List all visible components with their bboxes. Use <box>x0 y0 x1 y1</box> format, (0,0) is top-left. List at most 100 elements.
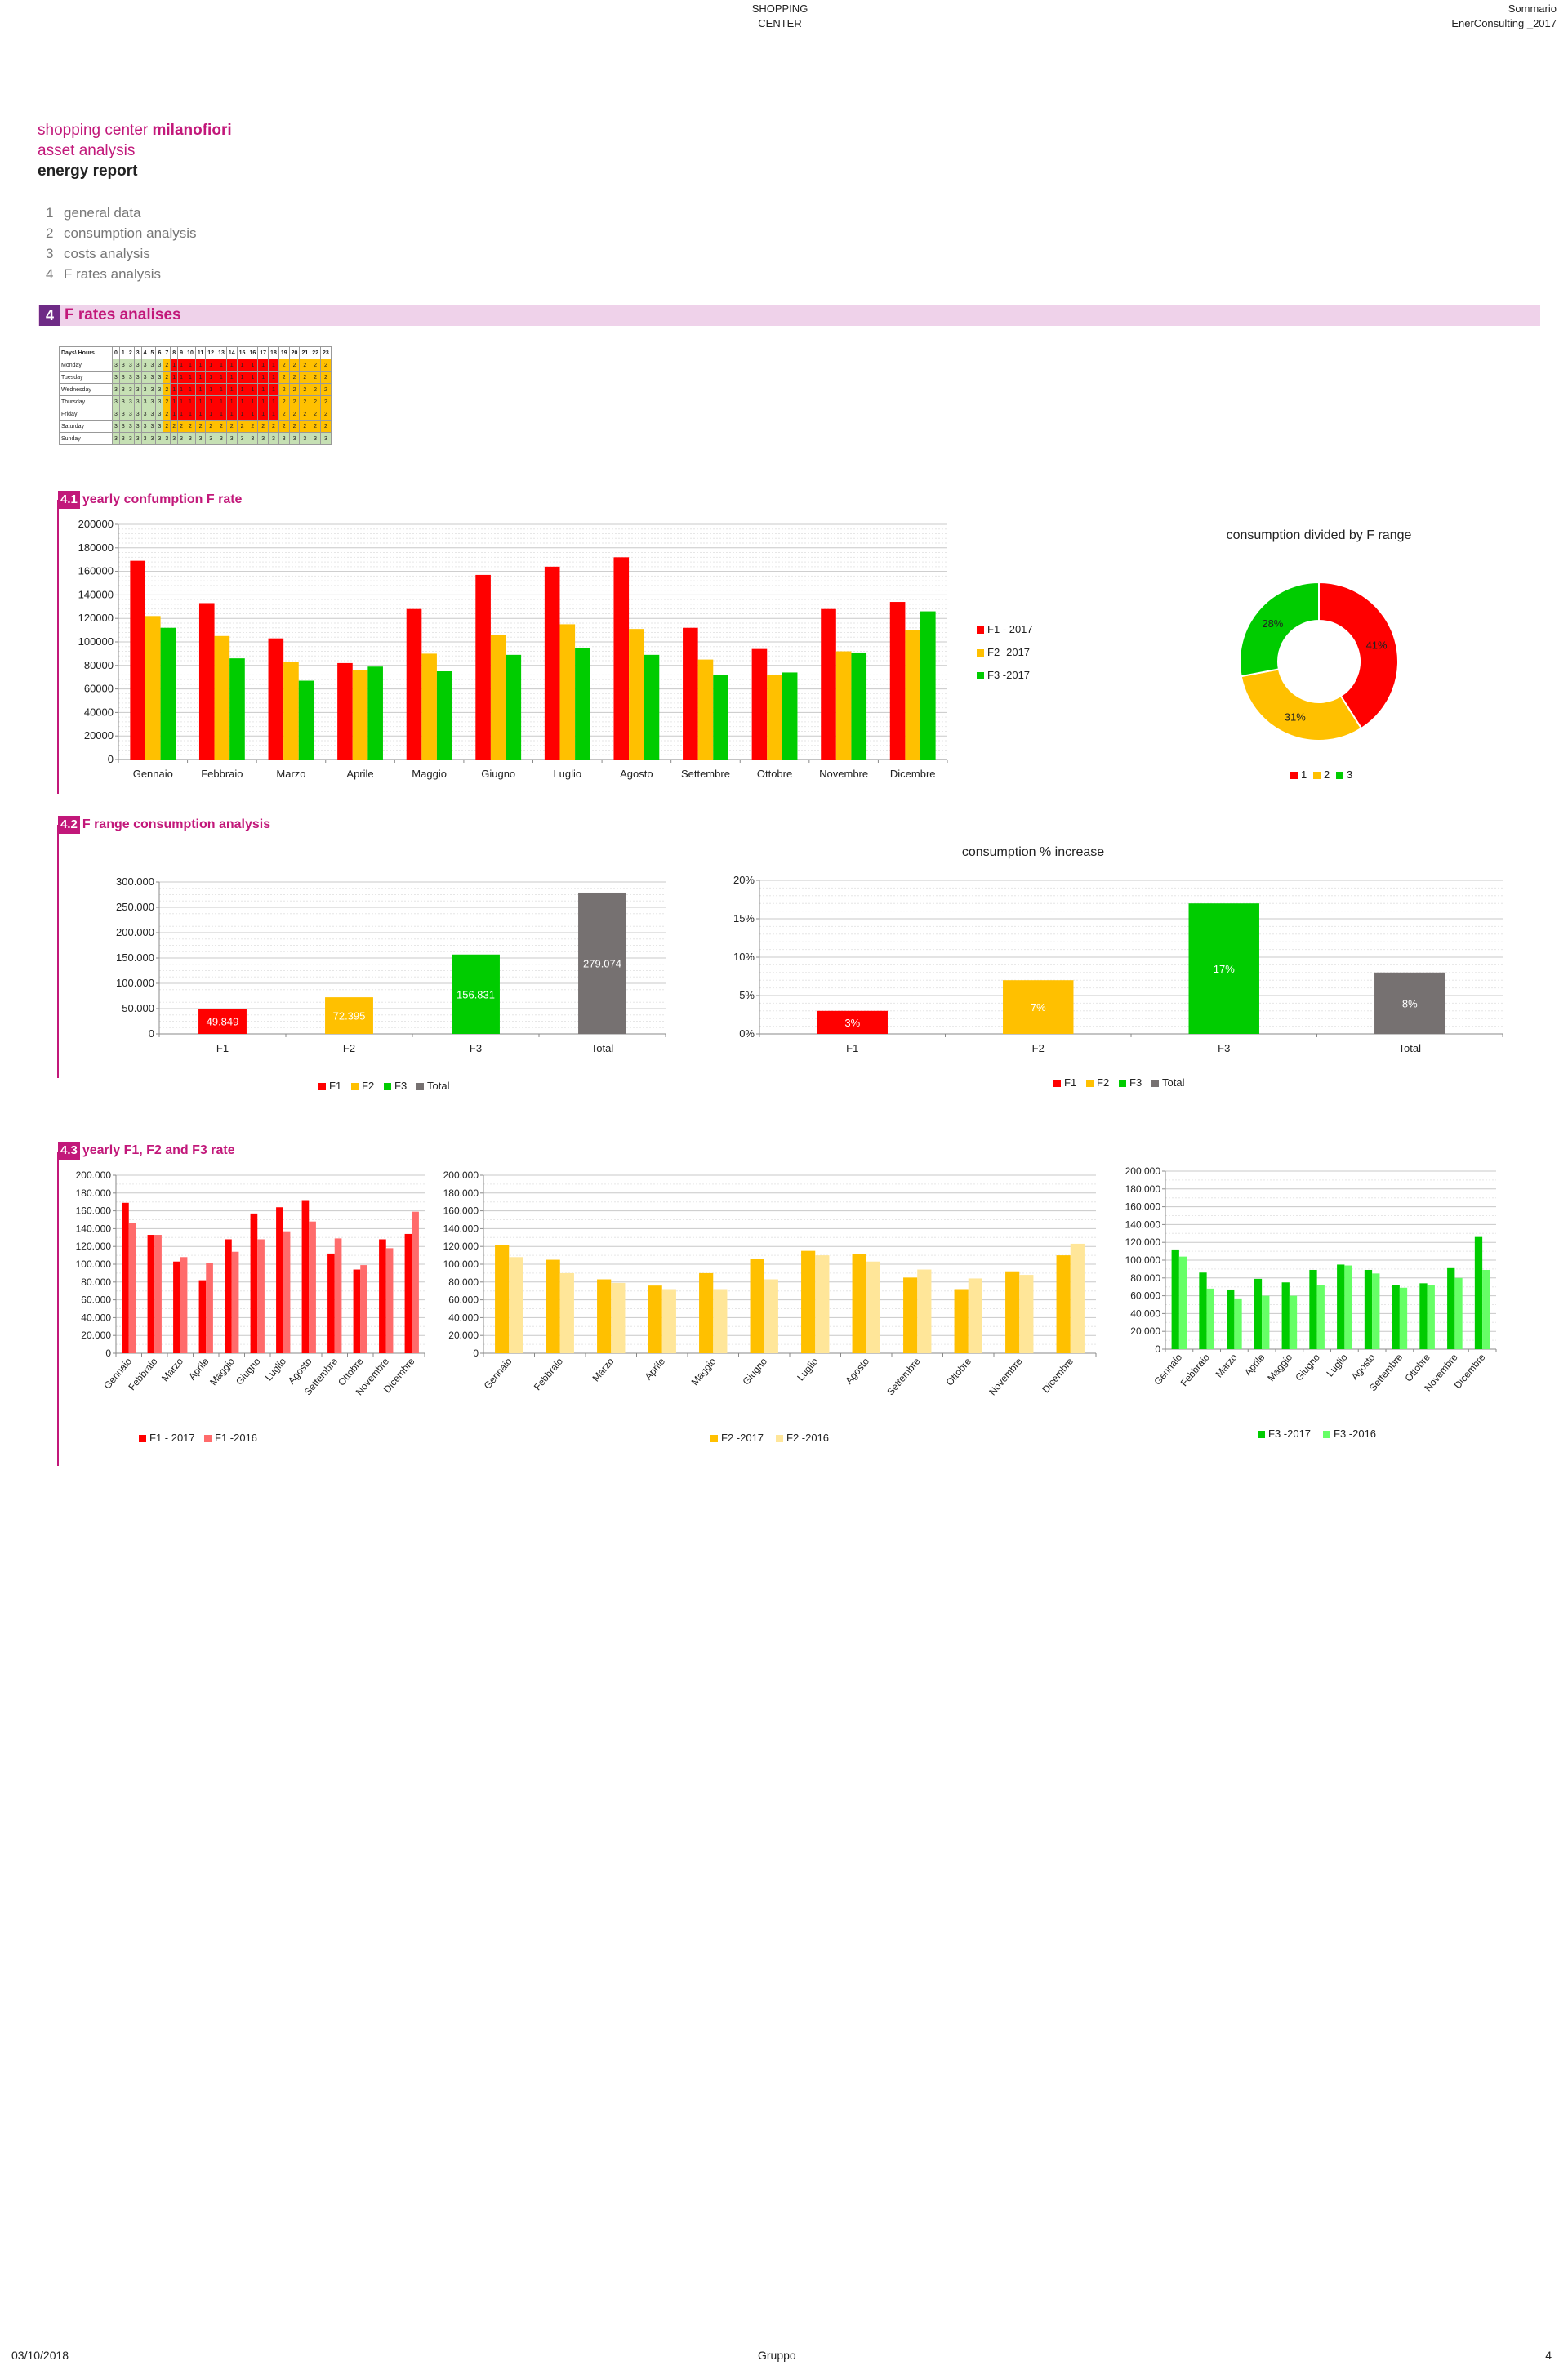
schedule-cell: 3 <box>126 383 135 396</box>
header-right-line2: EnerConsulting _2017 <box>1451 17 1557 29</box>
schedule-header-label: Days\ Hours <box>59 346 113 359</box>
schedule-cell: 1 <box>216 383 227 396</box>
menu-item-3[interactable]: 3 costs analysis <box>46 243 197 264</box>
menu-label: consumption analysis <box>64 225 197 241</box>
schedule-cell: 2 <box>320 420 332 433</box>
bar <box>130 560 145 760</box>
schedule-cell: 2 <box>320 383 332 396</box>
schedule-row: Saturday 3 3 3 3 3 3 3 2 2 2 2 2 2 2 2 2 2 2 2 2 2 2 2 2 <box>59 420 332 433</box>
schedule-cell: 3 <box>288 432 301 445</box>
schedule-cell: 1 <box>236 371 248 384</box>
schedule-cell: 2 <box>299 383 311 396</box>
legend-label: 2 <box>1324 768 1330 781</box>
schedule-cell: 2 <box>288 371 301 384</box>
bar <box>1206 1288 1214 1349</box>
y-tick-label: 20.000 <box>81 1330 111 1341</box>
schedule-cell: 3 <box>148 420 157 433</box>
header-center-line1: SHOPPING <box>751 2 808 15</box>
bar <box>1482 1269 1490 1349</box>
bar <box>1344 1265 1352 1349</box>
bar <box>147 1235 155 1353</box>
schedule-cell: 3 <box>163 432 172 445</box>
bar <box>1474 1236 1483 1349</box>
footer-page: 4 <box>1545 2349 1552 2362</box>
schedule-cell: 3 <box>112 408 120 421</box>
y-tick-label: 100000 <box>78 635 114 648</box>
legend-swatch <box>416 1083 424 1090</box>
legend-swatch <box>1313 772 1321 779</box>
schedule-cell: 3 <box>155 395 164 408</box>
schedule-cell: 2 <box>310 420 322 433</box>
bar <box>353 1269 361 1353</box>
bar <box>578 892 626 1034</box>
bar <box>337 662 353 760</box>
bar <box>751 648 768 760</box>
y-tick-label: 300.000 <box>116 875 154 888</box>
x-tick-label: Ottobre <box>757 768 792 780</box>
legend-swatch <box>1119 1080 1126 1087</box>
legend-label: 1 <box>1301 768 1307 781</box>
schedule-hour: 11 <box>194 346 207 359</box>
schedule-cell: 3 <box>126 432 135 445</box>
chart-f-range-donut: consumption divided by F range 41% 31% 28% 1… <box>1227 528 1412 781</box>
title-bold: milanofiori <box>152 122 232 139</box>
schedule-cell: 1 <box>205 408 217 421</box>
chart-f3-yearly: 200.000 180.000 160.000 140.000 120.000 100.0… <box>1125 1165 1497 1440</box>
schedule-hour: 13 <box>216 346 227 359</box>
schedule-hour: 7 <box>163 346 172 359</box>
schedule-hour: 23 <box>320 346 332 359</box>
bar <box>544 566 560 760</box>
schedule-cell: 3 <box>133 371 142 384</box>
bar <box>198 603 215 760</box>
schedule-cell: 1 <box>185 395 196 408</box>
schedule-hour: 0 <box>112 346 120 359</box>
y-tick-label: 180.000 <box>76 1187 112 1199</box>
x-tick-label: Dicembre <box>890 768 936 780</box>
x-tick-label: Agosto <box>620 768 653 780</box>
y-tick-label: 100.000 <box>116 977 154 989</box>
schedule-cell: 1 <box>170 383 179 396</box>
y-tick-label: 10% <box>733 951 755 963</box>
schedule-cell: 3 <box>140 408 149 421</box>
x-tick-label: Luglio <box>795 1356 821 1383</box>
schedule-cell: 1 <box>236 383 248 396</box>
y-tick-label: 20000 <box>84 729 114 742</box>
schedule-cell: 2 <box>288 359 301 372</box>
legend-swatch <box>1054 1080 1061 1087</box>
menu-item-1[interactable]: 1 general data <box>46 203 197 223</box>
schedule-cell: 3 <box>310 432 322 445</box>
bar <box>821 608 836 760</box>
y-tick-label: 40.000 <box>448 1312 479 1323</box>
schedule-cell: 1 <box>216 359 227 372</box>
bar <box>180 1257 188 1353</box>
bar <box>1281 1282 1290 1349</box>
footer-center: Gruppo <box>758 2349 796 2362</box>
bar <box>905 630 921 760</box>
schedule-cell: 3 <box>118 395 127 408</box>
schedule-cell: 1 <box>225 395 238 408</box>
schedule-cell: 1 <box>225 371 238 384</box>
header-right: Sommario EnerConsulting _2017 <box>1451 2 1557 31</box>
bar <box>283 662 299 760</box>
x-tick-label: Giugno <box>481 768 515 780</box>
y-tick-label: 0% <box>739 1027 755 1040</box>
menu-item-2[interactable]: 2 consumption analysis <box>46 223 197 243</box>
bar <box>1447 1267 1455 1349</box>
x-tick-label: F3 <box>470 1042 482 1054</box>
y-tick-label: 100.000 <box>443 1259 479 1270</box>
bar <box>283 1231 291 1353</box>
header-center-line2: CENTER <box>758 17 802 29</box>
menu-item-4[interactable]: 4 F rates analysis <box>46 264 197 284</box>
data-label: 49.849 <box>207 1016 239 1028</box>
schedule-row: Thursday 3 3 3 3 3 3 3 2 1 1 1 1 1 1 1 1 1 1 1 2 2 2 2 2 <box>59 395 332 408</box>
schedule-cell: 2 <box>247 420 259 433</box>
schedule-cell: 3 <box>148 359 157 372</box>
slice-label: 41% <box>1366 639 1388 651</box>
schedule-cell: 2 <box>163 383 172 396</box>
schedule-cell: 2 <box>320 408 332 421</box>
schedule-cell: 3 <box>118 420 127 433</box>
bar <box>699 1272 714 1353</box>
schedule-cell: 2 <box>299 395 311 408</box>
y-tick-label: 250.000 <box>116 901 154 913</box>
y-tick-label: 60.000 <box>1130 1290 1160 1302</box>
